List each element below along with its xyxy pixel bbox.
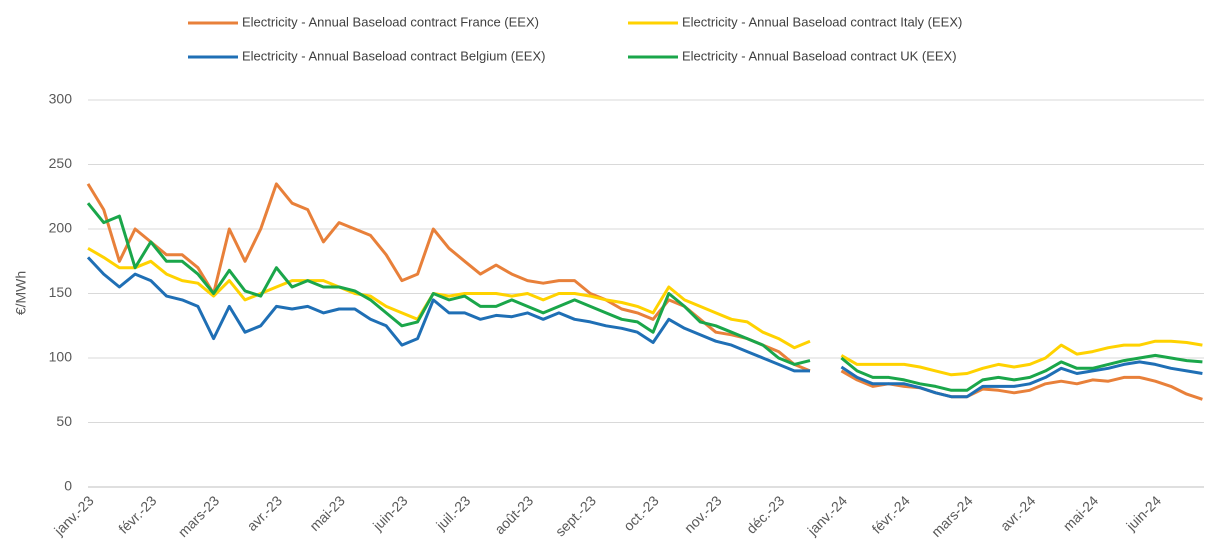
x-tick-label: janv.-24 (804, 492, 851, 539)
legend-text: Electricity - Annual Baseload contract U… (682, 48, 957, 63)
y-tick-label: 200 (49, 220, 73, 236)
legend-text: Electricity - Annual Baseload contract I… (682, 14, 962, 29)
y-tick-label: 100 (49, 349, 73, 365)
x-tick-label: avr.-24 (997, 492, 1039, 534)
y-tick-label: 0 (64, 478, 72, 494)
y-tick-label: 150 (49, 284, 73, 300)
x-tick-label: déc.-23 (743, 492, 787, 536)
legend-text: Electricity - Annual Baseload contract F… (242, 14, 539, 29)
x-tick-label: nov.-23 (681, 492, 725, 536)
x-tick-label: mars-23 (175, 492, 223, 540)
y-axis-label: €/MWh (13, 271, 29, 315)
legend-text: Electricity - Annual Baseload contract B… (242, 48, 545, 63)
x-tick-label: févr.-24 (869, 492, 913, 536)
series-line (86, 182, 1203, 401)
series-line (87, 247, 1203, 377)
x-tick-label: mars-24 (928, 492, 976, 540)
y-tick-label: 250 (49, 155, 73, 171)
x-tick-label: oct.-23 (620, 492, 662, 534)
x-tick-label: juin-23 (369, 492, 411, 534)
x-tick-label: mai-24 (1060, 492, 1102, 534)
x-tick-label: mai-23 (306, 492, 348, 534)
y-tick-label: 50 (56, 413, 72, 429)
x-tick-label: janv.-23 (50, 492, 97, 539)
x-tick-label: févr.-23 (115, 492, 159, 536)
series-line (86, 202, 1203, 392)
x-tick-label: juin-24 (1122, 492, 1164, 534)
x-tick-label: sept.-23 (552, 492, 599, 539)
series-line (86, 256, 1203, 399)
x-tick-label: avr.-23 (244, 492, 286, 534)
x-tick-label: août-23 (491, 492, 536, 537)
y-tick-label: 300 (49, 91, 73, 107)
x-tick-label: juil.-23 (432, 492, 473, 533)
